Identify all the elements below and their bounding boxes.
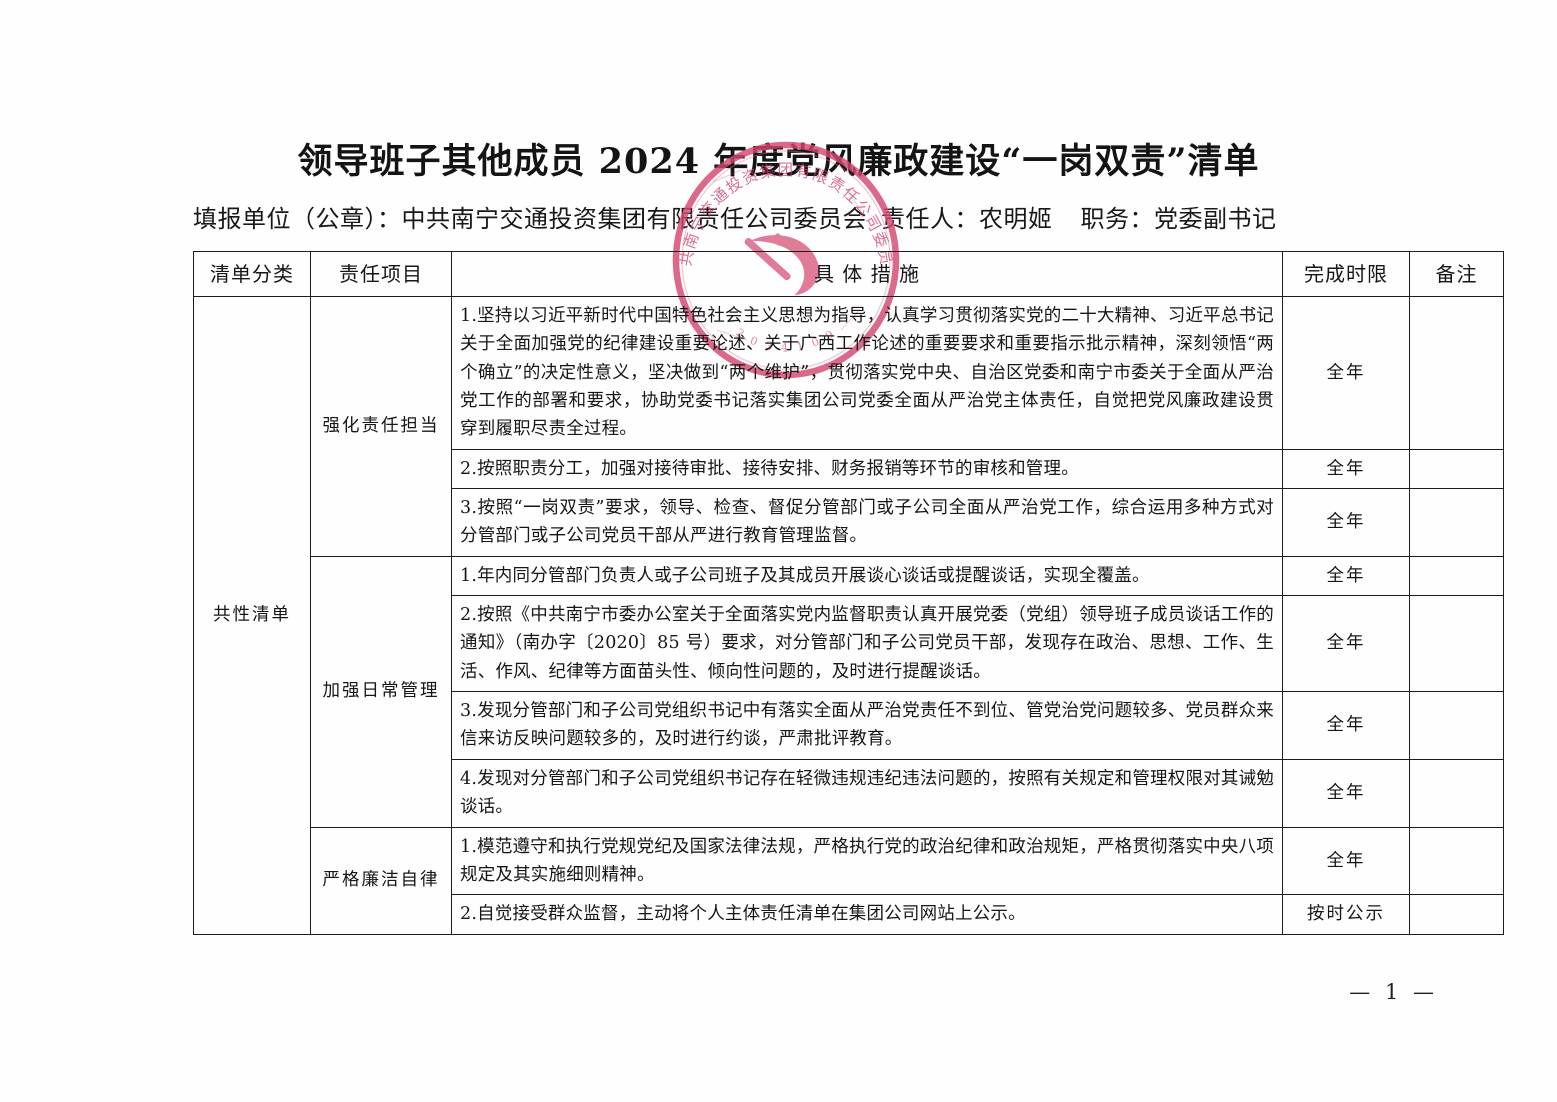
column-header-note: 备注 (1409, 251, 1504, 297)
cell-item: 强化责任担当 (310, 296, 452, 557)
cell-item: 严格廉洁自律 (310, 826, 452, 935)
cell-item: 加强日常管理 (310, 555, 452, 828)
table-row: 3.按照“一岗双责”要求，领导、检查、督促分管部门或子公司全面从严治党工作，综合… (194, 488, 1504, 557)
cell-measure: 2.按照职责分工，加强对接待审批、接待安排、财务报销等环节的审核和管理。 (451, 448, 1283, 490)
table-header-row: 清单分类 责任项目 具 体 措 施 完成时限 备注 (193, 251, 1504, 297)
table-row: 2.按照《中共南宁市委办公室关于全面落实党内监督职责认真开展党委（党组）领导班子… (194, 595, 1504, 693)
cell-deadline: 全年 (1282, 595, 1410, 693)
cell-measure: 4.发现对分管部门和子公司党组织书记存在轻微违规违纪违法问题的，按照有关规定和管… (451, 758, 1283, 828)
column-header-category: 清单分类 (193, 251, 311, 297)
post-value: 党委副书记 (1154, 205, 1277, 233)
table-row: 加强日常管理 1.年内同分管部门负责人或子公司班子及其成员开展谈心谈话或提醒谈话… (194, 555, 1504, 828)
table-row: 2.按照职责分工，加强对接待审批、接待安排、财务报销等环节的审核和管理。 全年 (194, 448, 1504, 490)
column-header-measures: 具 体 措 施 (451, 251, 1283, 297)
table-row: 4.发现对分管部门和子公司党组织书记存在轻微违规违纪违法问题的，按照有关规定和管… (194, 758, 1504, 828)
cell-note (1409, 826, 1504, 896)
table-row: 严格廉洁自律 1.模范遵守和执行党规党纪及国家法律法规，严格执行党的政治纪律和政… (194, 826, 1504, 935)
responsible-person-label: 责任人： (881, 205, 979, 233)
table-row: 共性清单 强化责任担当 1.坚持以习近平新时代中国特色社会主义思想为指导，认真学… (193, 296, 1504, 935)
cell-measure: 1.模范遵守和执行党规党纪及国家法律法规，严格执行党的政治纪律和政治规矩，严格贯… (451, 826, 1283, 896)
cell-measure: 1.年内同分管部门负责人或子公司班子及其成员开展谈心谈话或提醒谈话，实现全覆盖。 (451, 555, 1283, 597)
reporting-unit-value: 中共南宁交通投资集团有限责任公司委员会 (401, 205, 867, 233)
cell-measure: 2.自觉接受群众监督，主动将个人主体责任清单在集团公司网站上公示。 (451, 894, 1283, 935)
listing-table-wrapper: 清单分类 责任项目 具 体 措 施 完成时限 备注 共性清单 强化责任担当 1.… (193, 251, 1504, 935)
column-header-item: 责任项目 (310, 251, 452, 297)
cell-deadline: 按时公示 (1282, 894, 1410, 935)
column-header-deadline: 完成时限 (1282, 251, 1410, 297)
reporting-unit-label: 填报单位（公章）： (193, 205, 402, 233)
cell-measure: 3.按照“一岗双责”要求，领导、检查、督促分管部门或子公司全面从严治党工作，综合… (451, 488, 1283, 557)
cell-deadline: 全年 (1282, 758, 1410, 828)
cell-deadline: 全年 (1282, 555, 1410, 597)
cell-deadline: 全年 (1282, 691, 1410, 760)
page-title: 领导班子其他成员 2024 年度党风廉政建设“一岗双责”清单 (297, 141, 1260, 182)
cell-measure: 2.按照《中共南宁市委办公室关于全面落实党内监督职责认真开展党委（党组）领导班子… (451, 595, 1283, 693)
cell-deadline: 全年 (1282, 296, 1410, 450)
cell-note (1409, 894, 1504, 935)
responsibility-listing-table: 清单分类 责任项目 具 体 措 施 完成时限 备注 共性清单 强化责任担当 1.… (193, 251, 1504, 935)
cell-note (1409, 296, 1504, 450)
cell-note (1409, 555, 1504, 597)
cell-deadline: 全年 (1282, 448, 1410, 490)
sub-header-line: 填报单位（公章）：中共南宁交通投资集团有限责任公司委员会 责任人：农明姬 职务：党委… (193, 203, 1438, 235)
table-head: 清单分类 责任项目 具 体 措 施 完成时限 备注 (193, 251, 1504, 297)
page-number: — 1 — (1349, 980, 1438, 1004)
cell-note (1409, 448, 1504, 490)
cell-measure: 1.坚持以习近平新时代中国特色社会主义思想为指导，认真学习贯彻落实党的二十大精神… (451, 296, 1283, 450)
cell-note (1409, 488, 1504, 557)
table-body: 共性清单 强化责任担当 1.坚持以习近平新时代中国特色社会主义思想为指导，认真学… (193, 296, 1504, 935)
cell-deadline: 全年 (1282, 826, 1410, 896)
table-row: 2.自觉接受群众监督，主动将个人主体责任清单在集团公司网站上公示。 按时公示 (194, 894, 1504, 935)
cell-note (1409, 691, 1504, 760)
responsible-person-value: 农明姬 (979, 205, 1053, 233)
cell-deadline: 全年 (1282, 488, 1410, 557)
table-row: 3.发现分管部门和子公司党组织书记中有落实全面从严治党责任不到位、管党治党问题较… (194, 691, 1504, 760)
cell-note (1409, 758, 1504, 828)
cell-note (1409, 595, 1504, 693)
cell-category: 共性清单 (193, 296, 311, 935)
cell-measure: 3.发现分管部门和子公司党组织书记中有落实全面从严治党责任不到位、管党治党问题较… (451, 691, 1283, 760)
post-label: 职务： (1080, 205, 1154, 233)
